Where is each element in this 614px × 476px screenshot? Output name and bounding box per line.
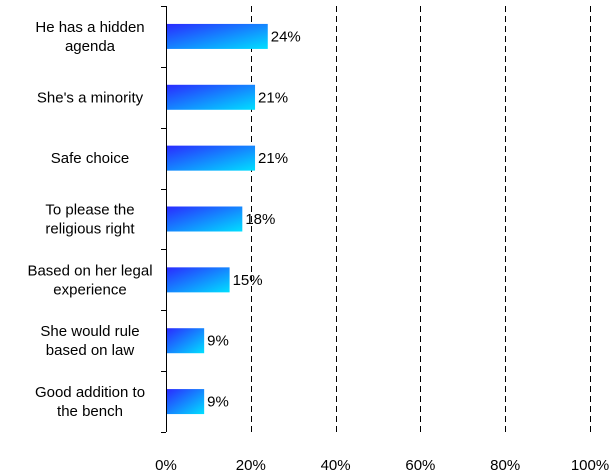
data-label: 18% xyxy=(245,211,275,228)
data-label: 24% xyxy=(271,28,301,45)
data-label: 9% xyxy=(207,394,229,411)
labels: 0% 20% 40% 60% 80% 100% 24% He has a hidden agen… xyxy=(27,19,609,474)
bar xyxy=(167,145,256,171)
category-label: Safe choice xyxy=(51,150,129,167)
category-label: Good addition to the bench xyxy=(35,384,145,420)
data-label: 21% xyxy=(258,150,288,167)
category-label: To please the religious right xyxy=(45,202,135,238)
bar xyxy=(167,328,205,354)
category-label: She's a minority xyxy=(37,89,144,106)
bars xyxy=(167,23,268,415)
axes xyxy=(161,6,167,433)
bar xyxy=(167,84,256,110)
x-tick-label: 80% xyxy=(490,457,520,474)
data-label: 21% xyxy=(258,89,288,106)
category-label: He has a hidden agenda xyxy=(35,19,144,55)
category-label: She would rule based on law xyxy=(40,323,139,359)
x-tick-label: 100% xyxy=(571,457,609,474)
data-label: 15% xyxy=(233,272,263,289)
x-tick-label: 60% xyxy=(405,457,435,474)
bar xyxy=(167,267,230,293)
x-tick-label: 0% xyxy=(155,457,177,474)
bar xyxy=(167,389,205,415)
gridlines xyxy=(251,6,591,432)
bar xyxy=(167,206,243,232)
x-tick-label: 40% xyxy=(321,457,351,474)
x-tick-label: 20% xyxy=(236,457,266,474)
category-label: Based on her legal experience xyxy=(27,262,152,298)
data-label: 9% xyxy=(207,333,229,350)
bar xyxy=(167,23,268,49)
